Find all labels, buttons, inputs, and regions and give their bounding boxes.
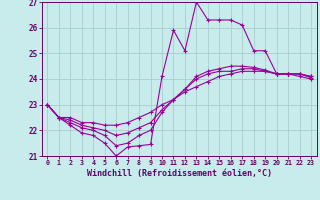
X-axis label: Windchill (Refroidissement éolien,°C): Windchill (Refroidissement éolien,°C) (87, 169, 272, 178)
